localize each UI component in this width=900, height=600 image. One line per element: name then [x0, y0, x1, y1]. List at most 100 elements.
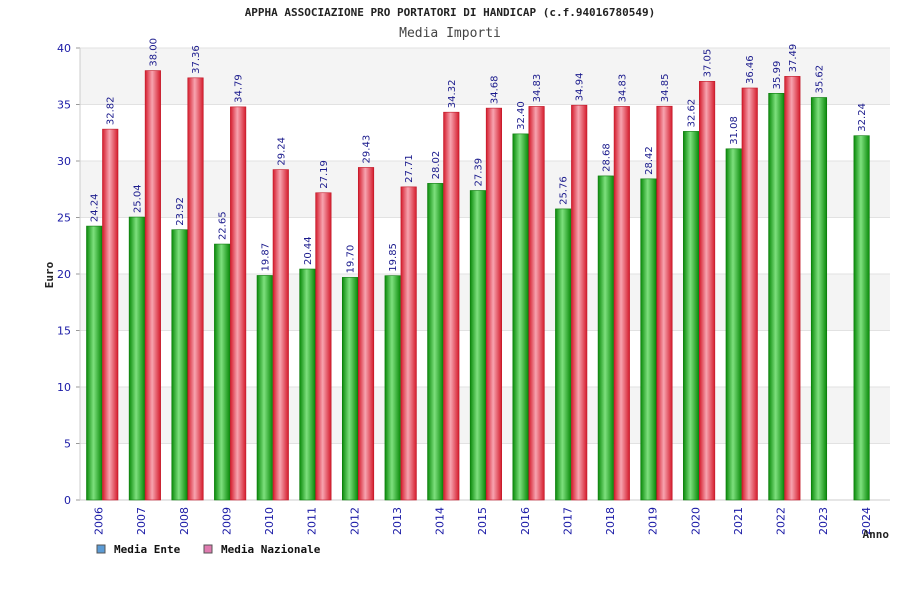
data-label-media-nazionale-2006: 32.82 [106, 96, 117, 125]
data-label-media-nazionale-2015: 34.68 [489, 75, 500, 104]
bar-media-nazionale-2007 [144, 70, 161, 501]
y-tick-label: 5 [64, 438, 71, 451]
data-label-media-ente-2018: 28.68 [601, 143, 612, 172]
data-label-media-ente-2019: 28.42 [644, 146, 655, 175]
x-axis-label: Anno [863, 528, 890, 541]
x-tick-label-2007: 2007 [135, 507, 148, 535]
x-tick-label-2022: 2022 [775, 507, 788, 535]
legend-label-media-ente: Media Ente [114, 543, 181, 556]
data-label-media-nazionale-2021: 36.46 [745, 55, 756, 84]
data-label-media-ente-2015: 27.39 [473, 158, 484, 187]
legend: Media Ente Media Nazionale [96, 543, 321, 556]
bar-media-ente-2016 [512, 133, 529, 501]
data-labels: 24.24 32.82 25.04 38.00 23.92 37.36 22.65 34.79… [90, 38, 868, 273]
y-tick-label: 30 [57, 155, 71, 168]
chart-title: APPHA ASSOCIAZIONE PRO PORTATORI DI HAND… [245, 6, 656, 19]
bars [86, 70, 870, 501]
data-label-media-ente-2021: 31.08 [729, 116, 740, 145]
bar-media-ente-2020 [683, 131, 700, 501]
data-label-media-ente-2023: 35.62 [814, 65, 825, 94]
bar-media-ente-2013 [384, 275, 401, 501]
data-label-media-ente-2020: 32.62 [687, 99, 698, 128]
y-tick-label: 15 [57, 325, 71, 338]
bar-media-ente-2007 [128, 216, 145, 501]
bar-media-nazionale-2010 [272, 169, 289, 501]
data-label-media-ente-2012: 19.70 [346, 245, 357, 274]
bar-media-ente-2008 [171, 229, 188, 501]
bar-media-nazionale-2020 [699, 81, 716, 501]
data-label-media-nazionale-2007: 38.00 [148, 38, 159, 67]
legend-swatch-media-ente [96, 544, 106, 554]
data-label-media-ente-2022: 35.99 [772, 61, 783, 90]
data-label-media-nazionale-2016: 34.83 [532, 74, 543, 103]
bar-media-nazionale-2022 [784, 76, 801, 501]
data-label-media-ente-2007: 25.04 [132, 184, 143, 213]
data-label-media-nazionale-2022: 37.49 [788, 44, 799, 73]
chart-subtitle: Media Importi [399, 26, 501, 41]
x-tick-label-2011: 2011 [306, 507, 319, 535]
x-tick-label-2021: 2021 [732, 507, 745, 535]
x-tick-label-2016: 2016 [519, 507, 532, 535]
data-label-media-nazionale-2013: 27.71 [404, 154, 415, 183]
bar-media-nazionale-2006 [102, 128, 119, 501]
x-tick-label-2018: 2018 [604, 507, 617, 535]
bar-media-ente-2019 [640, 178, 657, 501]
bar-media-ente-2010 [256, 275, 273, 501]
data-label-media-ente-2009: 22.65 [218, 211, 229, 240]
bar-media-nazionale-2015 [485, 107, 502, 501]
bar-media-ente-2012 [341, 277, 359, 501]
x-tick-label-2008: 2008 [178, 507, 191, 535]
x-tick-label-2013: 2013 [391, 507, 404, 535]
data-label-media-ente-2011: 20.44 [303, 236, 314, 265]
data-label-media-ente-2006: 24.24 [90, 193, 101, 222]
bar-media-nazionale-2019 [656, 105, 673, 501]
x-tick-label-2012: 2012 [348, 507, 361, 535]
bar-media-nazionale-2009 [230, 106, 247, 501]
y-axis-ticks: 0 5 10 15 20 25 30 35 40 [57, 42, 71, 507]
data-label-media-nazionale-2011: 27.19 [319, 160, 330, 189]
data-label-media-ente-2016: 32.40 [516, 101, 527, 130]
x-axis-ticks: 2006 2007 2008 2009 2010 2011 2012 2013 2014 2015… [93, 507, 873, 535]
bar-media-ente-2011 [299, 268, 316, 501]
x-tick-label-2009: 2009 [220, 507, 233, 535]
y-tick-label: 0 [64, 494, 71, 507]
data-label-media-ente-2024: 32.24 [857, 103, 868, 132]
data-label-media-nazionale-2014: 34.32 [447, 80, 458, 109]
data-label-media-nazionale-2020: 37.05 [703, 49, 714, 78]
bar-media-ente-2014 [427, 183, 444, 501]
bar-media-ente-2015 [469, 190, 486, 501]
y-tick-label: 40 [57, 42, 71, 55]
bar-media-nazionale-2016 [528, 106, 545, 501]
bar-media-nazionale-2012 [357, 167, 375, 501]
data-label-media-ente-2014: 28.02 [431, 151, 442, 180]
data-label-media-nazionale-2019: 34.85 [660, 74, 671, 103]
x-tick-label-2024: 2024 [860, 507, 873, 535]
y-tick-label: 20 [57, 268, 71, 281]
bar-media-ente-2023 [810, 97, 828, 501]
x-tick-label-2006: 2006 [93, 507, 106, 535]
bar-media-nazionale-2018 [613, 106, 630, 501]
data-label-media-nazionale-2017: 34.94 [575, 73, 586, 102]
legend-swatch-media-nazionale [203, 544, 213, 554]
data-label-media-nazionale-2009: 34.79 [234, 74, 245, 103]
data-label-media-nazionale-2018: 34.83 [617, 74, 628, 103]
bar-media-nazionale-2014 [443, 111, 460, 501]
x-tick-label-2017: 2017 [561, 507, 574, 535]
x-tick-label-2019: 2019 [647, 507, 660, 535]
data-label-media-ente-2013: 19.85 [388, 243, 399, 272]
y-tick-label: 35 [57, 99, 71, 112]
bar-media-nazionale-2013 [400, 186, 417, 501]
bar-media-ente-2009 [214, 243, 231, 501]
y-axis-label: Euro [43, 261, 56, 288]
bar-media-ente-2024 [853, 135, 870, 501]
x-tick-label-2015: 2015 [476, 507, 489, 535]
bar-media-ente-2018 [597, 175, 614, 501]
bar-media-nazionale-2017 [571, 104, 588, 501]
data-label-media-ente-2010: 19.87 [260, 243, 271, 272]
bar-media-ente-2017 [555, 208, 572, 501]
bar-media-nazionale-2021 [741, 87, 758, 501]
bar-media-ente-2021 [725, 148, 742, 501]
bar-media-ente-2006 [86, 225, 103, 501]
legend-label-media-nazionale: Media Nazionale [221, 543, 321, 556]
